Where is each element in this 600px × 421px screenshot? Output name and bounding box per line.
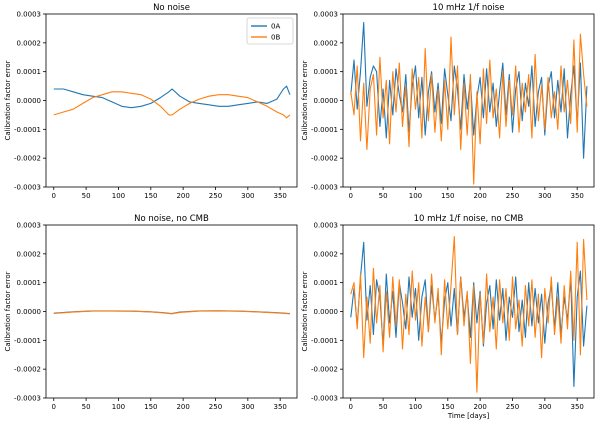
x-tick-label: 350 xyxy=(273,192,286,200)
y-tick-label: 0.0003 xyxy=(17,11,42,19)
y-tick-label: 0.0000 xyxy=(17,308,42,316)
series-line-0B xyxy=(53,91,291,119)
x-tick-label: 100 xyxy=(409,192,422,200)
x-tick-label: 300 xyxy=(241,403,254,411)
x-tick-label: 0 xyxy=(349,192,353,200)
x-tick-label: 0 xyxy=(52,192,56,200)
y-axis-label: Calibration factor error xyxy=(4,271,12,351)
chart-title: No noise xyxy=(153,3,190,13)
panel-1f-noise-no-cmb: 10 mHz 1/f noise, no CMB 0.0003 0.0002 0.00… xyxy=(301,214,595,420)
y-tick-label: 0.0001 xyxy=(314,68,339,76)
panel-no-noise: No noise 0.0003 0.0002 0.0001 0.0000 -0.0001 -… xyxy=(4,3,298,200)
x-axis-label: Time [days] xyxy=(447,412,490,420)
y-tick-label: 0.0002 xyxy=(17,39,42,47)
y-tick-label: -0.0002 xyxy=(311,155,338,163)
x-tick-label: 100 xyxy=(409,403,422,411)
y-tick-label: -0.0001 xyxy=(311,126,338,134)
y-tick-label: 0.0002 xyxy=(314,250,339,258)
x-tick-label: 300 xyxy=(538,192,551,200)
x-tick-label: 200 xyxy=(473,192,486,200)
y-tick-label: 0.0001 xyxy=(17,68,42,76)
y-tick-label: 0.0001 xyxy=(314,279,339,287)
series-line-0B xyxy=(350,235,588,393)
legend-box xyxy=(246,17,294,45)
x-tick-label: 100 xyxy=(112,403,125,411)
y-axis-label: Calibration factor error xyxy=(301,60,309,140)
x-tick-label: 50 xyxy=(379,403,388,411)
y-tick-label: 0.0001 xyxy=(17,279,42,287)
y-tick-label: 0.0003 xyxy=(17,222,42,230)
x-tick-label: 0 xyxy=(349,403,353,411)
y-axis-label: Calibration factor error xyxy=(301,271,309,351)
y-tick-label: -0.0002 xyxy=(14,155,41,163)
y-tick-label: -0.0003 xyxy=(311,395,338,403)
y-tick-label: 0.0002 xyxy=(314,39,339,47)
legend-label: 0B xyxy=(271,34,280,42)
legend-label: 0A xyxy=(271,23,280,31)
y-tick-label: 0.0002 xyxy=(17,250,42,258)
y-tick-label: -0.0002 xyxy=(311,366,338,374)
x-tick-label: 350 xyxy=(273,403,286,411)
series-line-0B xyxy=(53,310,290,315)
x-tick-label: 100 xyxy=(112,192,125,200)
series-line-0A xyxy=(53,85,291,109)
x-tick-label: 200 xyxy=(176,403,189,411)
chart-title: 10 mHz 1/f noise xyxy=(433,3,505,13)
series-line-0B xyxy=(350,33,588,185)
chart-title: No noise, no CMB xyxy=(134,214,209,224)
y-tick-label: -0.0003 xyxy=(311,184,338,192)
x-tick-label: 150 xyxy=(441,192,454,200)
x-tick-label: 250 xyxy=(209,403,222,411)
x-tick-label: 350 xyxy=(570,192,583,200)
y-tick-label: -0.0001 xyxy=(14,126,41,134)
x-tick-label: 200 xyxy=(473,403,486,411)
x-tick-label: 300 xyxy=(538,403,551,411)
chart-title: 10 mHz 1/f noise, no CMB xyxy=(414,214,524,224)
x-tick-label: 0 xyxy=(52,403,56,411)
y-tick-label: -0.0001 xyxy=(14,337,41,345)
x-tick-label: 200 xyxy=(176,192,189,200)
x-tick-label: 50 xyxy=(82,192,91,200)
y-tick-label: 0.0003 xyxy=(314,222,339,230)
x-tick-label: 250 xyxy=(506,403,519,411)
x-tick-label: 150 xyxy=(441,403,454,411)
y-tick-label: 0.0000 xyxy=(17,97,42,105)
x-tick-label: 50 xyxy=(379,192,388,200)
y-tick-label: -0.0003 xyxy=(14,395,41,403)
y-tick-label: -0.0001 xyxy=(311,337,338,345)
x-tick-label: 250 xyxy=(506,192,519,200)
panel-1f-noise: 10 mHz 1/f noise 0.0003 0.0002 0.0001 0.0000… xyxy=(301,3,595,200)
panel-no-noise-no-cmb: No noise, no CMB 0.0003 0.0002 0.0001 0.0000… xyxy=(4,214,298,411)
x-tick-label: 50 xyxy=(82,403,91,411)
y-tick-label: -0.0002 xyxy=(14,366,41,374)
y-tick-label: 0.0000 xyxy=(314,97,339,105)
x-tick-label: 300 xyxy=(241,192,254,200)
y-tick-label: 0.0000 xyxy=(314,308,339,316)
y-axis-label: Calibration factor error xyxy=(4,60,12,140)
x-tick-label: 150 xyxy=(144,192,157,200)
x-tick-label: 350 xyxy=(570,403,583,411)
x-tick-label: 250 xyxy=(209,192,222,200)
y-tick-label: 0.0003 xyxy=(314,11,339,19)
x-tick-label: 150 xyxy=(144,403,157,411)
y-tick-label: -0.0003 xyxy=(14,184,41,192)
